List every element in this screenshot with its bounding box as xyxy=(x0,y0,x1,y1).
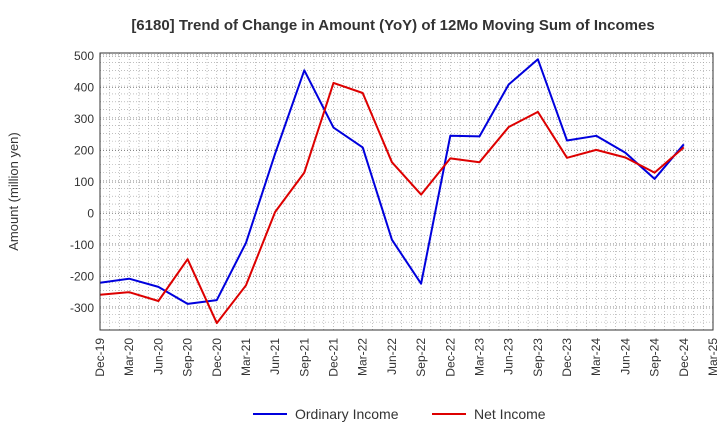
y-tick-label: -300 xyxy=(70,301,94,315)
plot-area xyxy=(100,53,713,330)
x-tick-label: Dec-24 xyxy=(677,338,691,377)
y-tick-label: 400 xyxy=(74,81,94,95)
x-tick-label: Sep-23 xyxy=(531,338,545,377)
x-axis: Dec-19 Mar-20 Jun-20 Sep-20 Dec-20 Mar-21 Jun-… xyxy=(93,338,720,377)
series-line-ordinary-income xyxy=(99,58,685,305)
legend: Ordinary Income Net Income xyxy=(253,406,546,422)
x-tick-label: Mar-22 xyxy=(356,338,370,376)
x-tick-label: Dec-21 xyxy=(327,338,341,377)
series-line-net-income xyxy=(99,81,685,325)
chart-title: [6180] Trend of Change in Amount (YoY) o… xyxy=(131,17,654,34)
y-axis: -300 -200 -100 0 100 200 300 400 500 xyxy=(70,49,94,315)
x-tick-label: Mar-25 xyxy=(706,338,720,376)
legend-label: Ordinary Income xyxy=(295,406,399,422)
x-tick-label: Mar-24 xyxy=(589,338,603,376)
legend-label: Net Income xyxy=(474,406,546,422)
x-tick-label: Mar-20 xyxy=(122,338,136,376)
x-tick-label: Dec-19 xyxy=(93,338,107,377)
x-tick-label: Jun-22 xyxy=(385,338,399,375)
x-tick-label: Sep-22 xyxy=(414,338,428,377)
y-tick-label: 0 xyxy=(87,207,94,221)
x-tick-label: Jun-21 xyxy=(268,338,282,375)
series-lines xyxy=(99,58,685,325)
grid xyxy=(100,53,713,330)
y-tick-label: 300 xyxy=(74,112,94,126)
x-tick-label: Mar-23 xyxy=(472,338,486,376)
x-tick-label: Dec-20 xyxy=(210,338,224,377)
x-tick-label: Sep-21 xyxy=(297,338,311,377)
y-tick-label: -200 xyxy=(70,269,94,283)
y-tick-label: 200 xyxy=(74,144,94,158)
y-axis-label: Amount (million yen) xyxy=(6,132,21,251)
x-tick-label: Mar-21 xyxy=(239,338,253,376)
x-tick-label: Sep-24 xyxy=(648,338,662,377)
x-tick-label: Jun-23 xyxy=(502,338,516,375)
x-tick-label: Dec-23 xyxy=(560,338,574,377)
x-tick-label: Dec-22 xyxy=(443,338,457,377)
x-tick-label: Jun-20 xyxy=(151,338,165,375)
y-tick-label: -100 xyxy=(70,238,94,252)
x-tick-label: Jun-24 xyxy=(618,338,632,375)
y-tick-label: 500 xyxy=(74,49,94,63)
x-tick-label: Sep-20 xyxy=(181,338,195,377)
y-tick-label: 100 xyxy=(74,175,94,189)
plot-border xyxy=(99,52,714,331)
